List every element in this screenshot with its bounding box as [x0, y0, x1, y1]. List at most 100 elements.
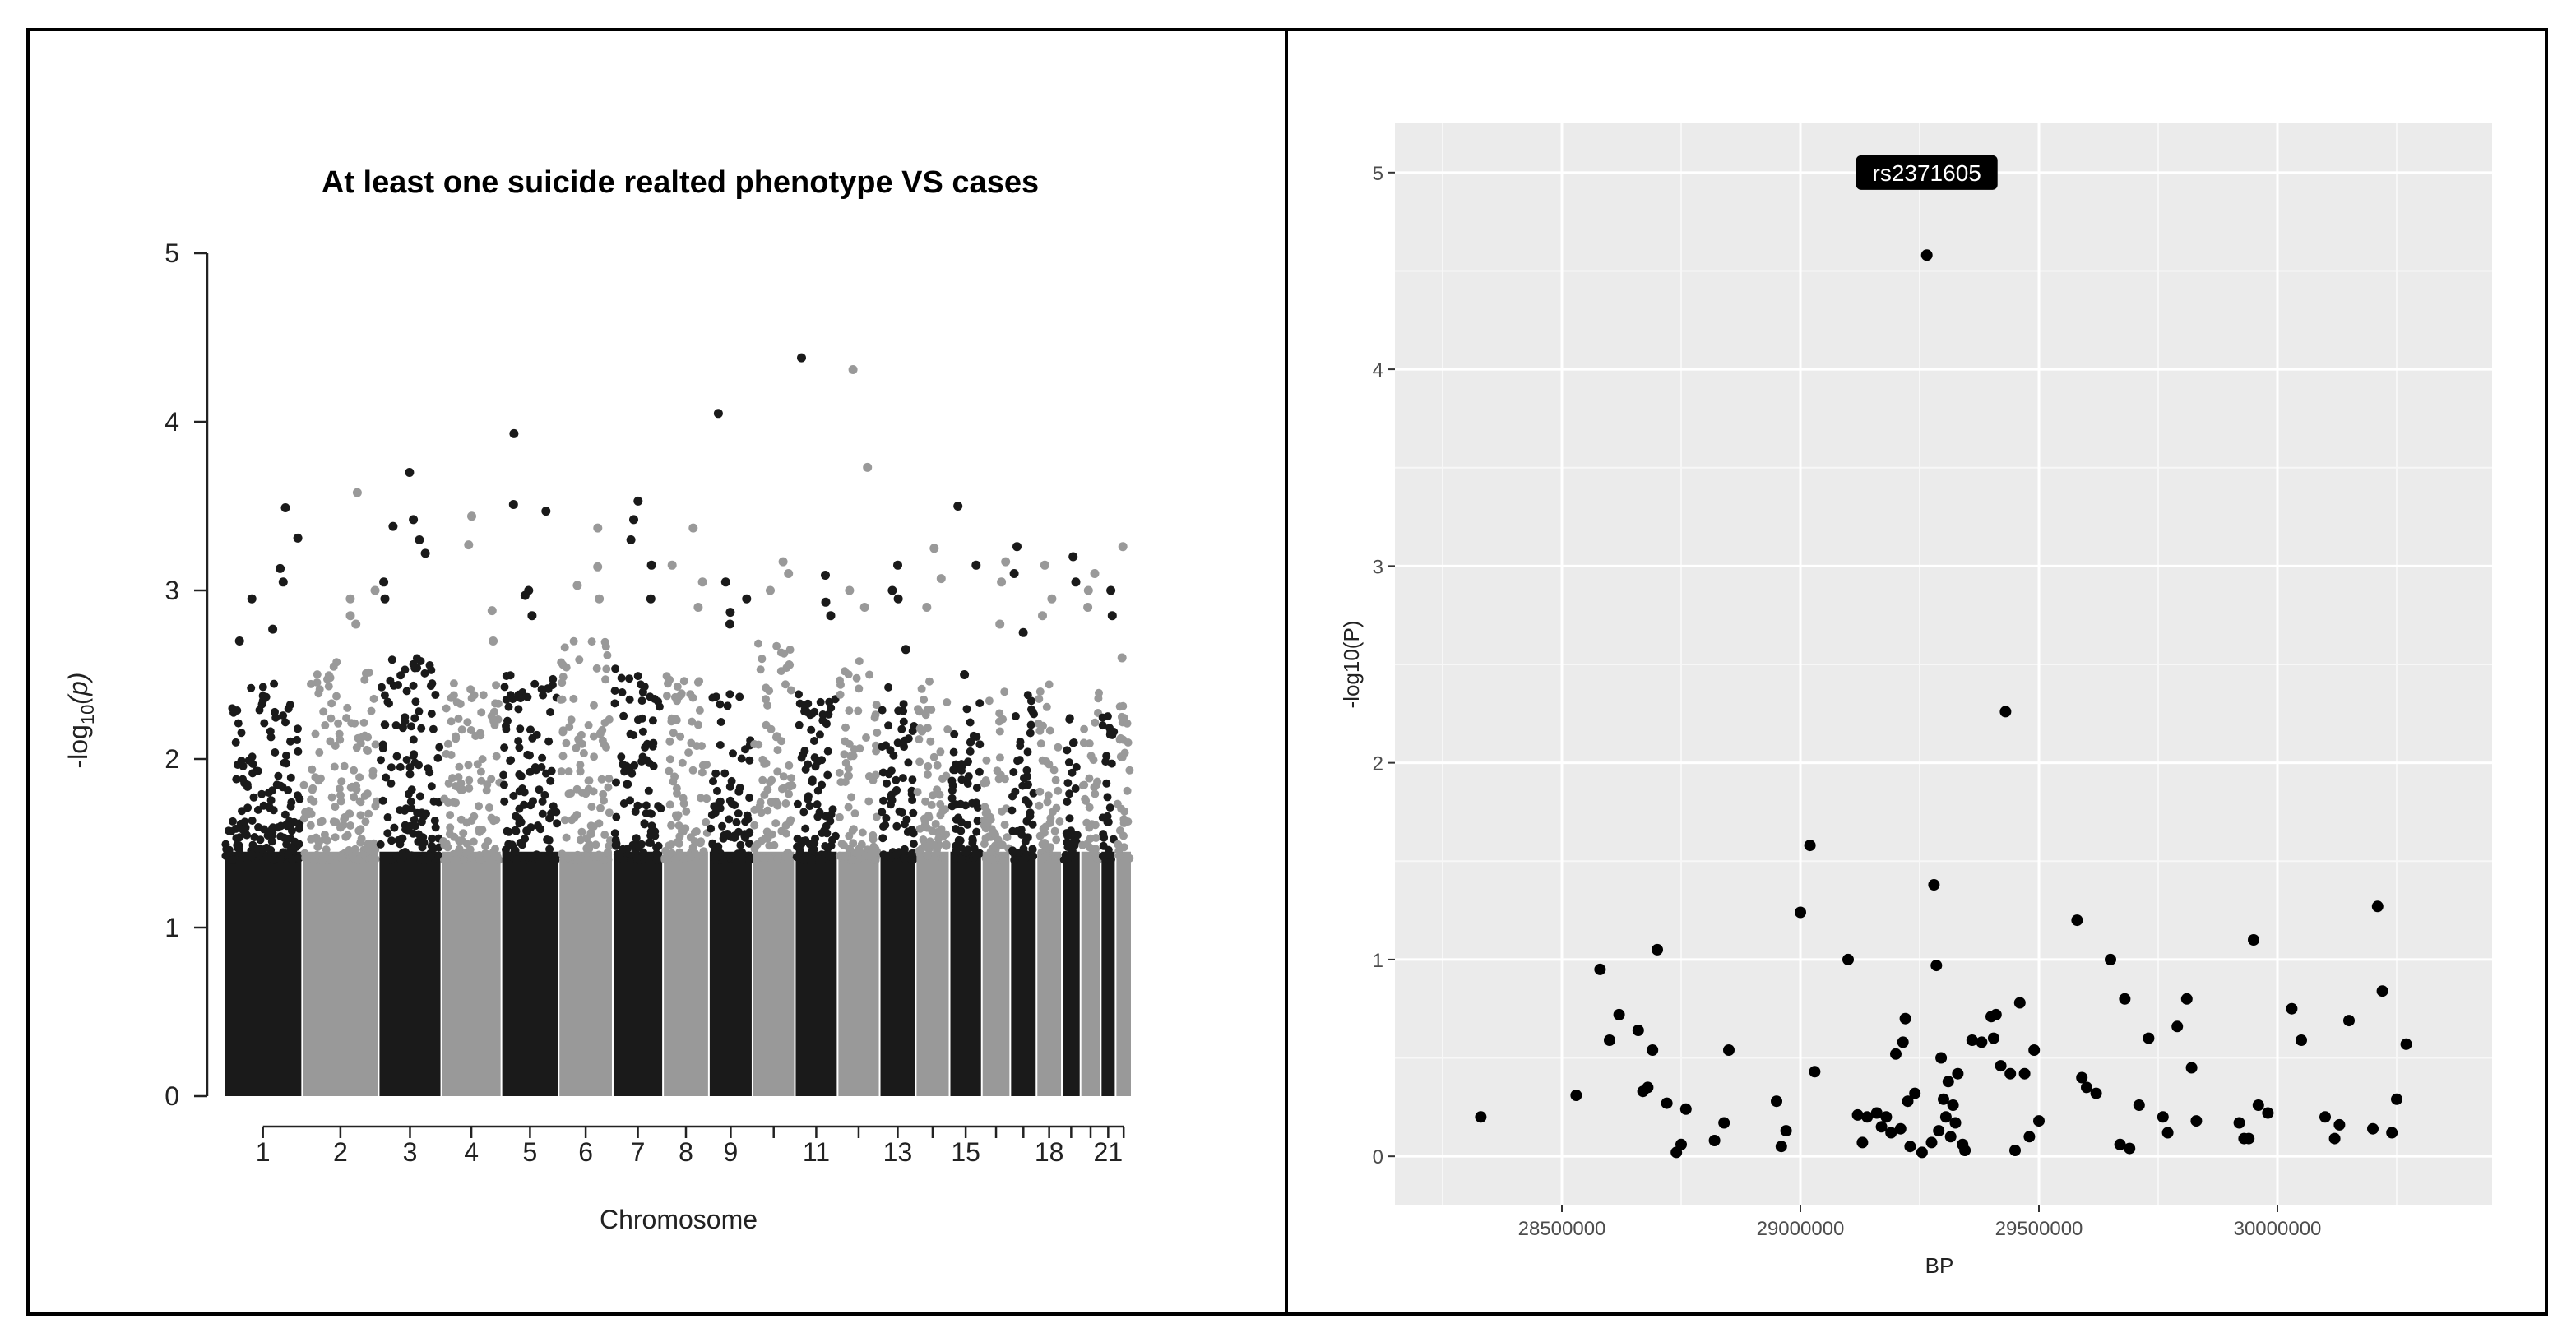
snp-point [1119, 843, 1128, 852]
snp-point [841, 723, 850, 732]
snp-point [1019, 845, 1028, 854]
snp-point [743, 811, 752, 820]
snp-point [1026, 729, 1035, 738]
snp-point [431, 691, 440, 699]
snp-point [1052, 803, 1061, 812]
snp-point [452, 855, 461, 864]
chromosome-label: 8 [679, 1137, 693, 1167]
snp-point [449, 679, 458, 688]
snp-point [280, 758, 289, 767]
snp-point [980, 803, 989, 812]
manhattan-title: At least one suicide realted phenotype V… [322, 165, 1039, 200]
snp-point [617, 752, 626, 761]
snp-point [855, 684, 864, 693]
snp-point [765, 687, 774, 695]
snp-point [988, 855, 997, 864]
snp-point [618, 688, 627, 696]
snp-point [287, 798, 296, 807]
snp-peak [405, 468, 415, 477]
chromosome-label: 2 [333, 1137, 348, 1167]
snp-point [1042, 702, 1051, 711]
chromosome-label: 3 [403, 1137, 418, 1167]
snp-point [702, 794, 711, 803]
snp-peak [667, 560, 677, 570]
snp-point [476, 767, 485, 776]
snp-point [1051, 775, 1060, 784]
snp-peak [893, 560, 902, 570]
snp-point [930, 855, 939, 864]
snp-point [761, 834, 770, 843]
snp-point [1102, 752, 1111, 761]
chromosome-18-bulk [1037, 851, 1062, 1096]
snp-peak [487, 606, 497, 616]
snp-point [507, 840, 517, 849]
snp-peak [887, 585, 897, 595]
snp-point [538, 809, 547, 818]
snp-point [544, 737, 554, 746]
snp-point [401, 717, 410, 726]
snp-point [923, 770, 932, 779]
snp-point [698, 761, 707, 770]
snp-point [664, 679, 672, 688]
snp-point [447, 693, 456, 702]
snp-point [879, 796, 888, 805]
snp-point [340, 761, 349, 770]
snp-point [656, 804, 665, 813]
snp-point [754, 639, 762, 648]
snp-point [600, 831, 609, 840]
snp-point [587, 637, 596, 646]
snp-point [364, 668, 373, 677]
snp-peak [345, 611, 355, 621]
snp-point [596, 729, 605, 738]
snp-point [810, 839, 819, 848]
snp-point [605, 808, 614, 817]
snp-peak [420, 548, 430, 558]
snp-point [785, 660, 794, 669]
snp-point [363, 789, 372, 798]
snp-peak [527, 611, 537, 621]
snp-peak [351, 619, 361, 629]
snp-peak [646, 594, 656, 604]
snp-point [892, 821, 901, 831]
snp-point [723, 701, 732, 710]
snp-point [1114, 851, 1124, 860]
snp-point [227, 827, 236, 835]
snp-point [398, 849, 407, 858]
snp-point [933, 761, 942, 770]
snp-point [781, 680, 790, 689]
snp-point [272, 780, 281, 789]
snp-peak [409, 515, 419, 525]
snp-point [356, 825, 365, 834]
snp-point [585, 776, 594, 785]
snp-point [615, 850, 624, 859]
snp-point [699, 847, 708, 856]
chromosome-label: 5 [523, 1137, 538, 1167]
snp-point [894, 848, 903, 857]
chromosome-9-bulk [709, 851, 752, 1096]
snp-point [815, 808, 824, 817]
snp-point [640, 683, 649, 691]
snp-point [709, 777, 717, 786]
snp-point [1035, 695, 1044, 703]
snp-point [753, 840, 762, 849]
snp-point [1000, 775, 1009, 784]
snp-point [597, 775, 606, 784]
snp-point [827, 810, 836, 819]
snp-point [464, 761, 473, 770]
snp-peak [1018, 627, 1028, 637]
snp-point [426, 852, 435, 861]
snp-point [864, 797, 873, 806]
snp-peak [997, 577, 1007, 587]
chromosome-5-bulk [502, 851, 558, 1096]
snp-point [604, 848, 612, 857]
snp-point [646, 809, 655, 818]
snp-point [1080, 724, 1089, 733]
snp-point [957, 826, 966, 835]
snp-point [957, 775, 966, 784]
snp-peak [626, 535, 636, 544]
snp-point [900, 736, 909, 745]
snp-point [1089, 756, 1098, 765]
snp-point [626, 729, 635, 738]
snp-point [1052, 835, 1061, 845]
snp-point [434, 851, 443, 860]
